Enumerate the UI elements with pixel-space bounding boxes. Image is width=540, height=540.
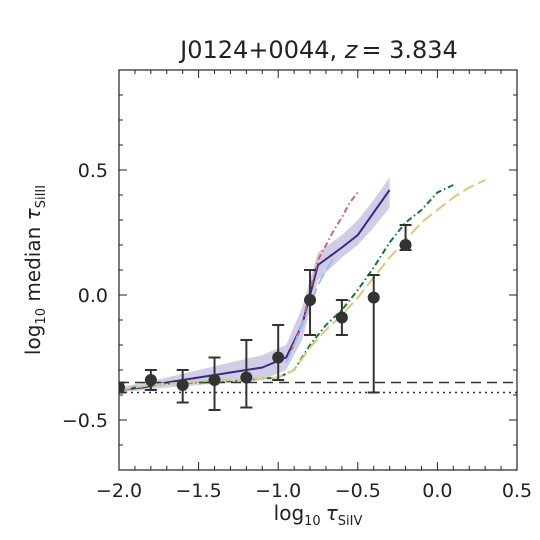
plot-area bbox=[119, 177, 517, 411]
point-marker bbox=[304, 294, 317, 306]
y-tick-label: −0.5 bbox=[62, 410, 108, 432]
x-label-tau: τ bbox=[326, 501, 339, 525]
data-point-1 bbox=[119, 381, 125, 394]
y-label-median: median bbox=[21, 220, 45, 308]
point-marker bbox=[399, 239, 412, 251]
title-z-value: = 3.834 bbox=[361, 36, 457, 64]
data-point-5 bbox=[240, 339, 253, 409]
point-marker bbox=[240, 371, 253, 384]
title-separator: , bbox=[330, 36, 345, 64]
data-point-3 bbox=[176, 369, 189, 404]
series-line-2 bbox=[285, 191, 359, 363]
data-point-2 bbox=[144, 369, 157, 391]
y-tick-label: 0.0 bbox=[78, 285, 108, 307]
series-line-4 bbox=[119, 184, 454, 391]
data-point-8 bbox=[335, 299, 348, 336]
x-tick-label: 0.0 bbox=[422, 480, 452, 502]
x-axis-label: log10 τSiIV bbox=[274, 501, 363, 529]
point-marker bbox=[144, 374, 157, 386]
data-point-9 bbox=[367, 274, 380, 394]
x-label-ion: SiIV bbox=[338, 514, 363, 529]
point-marker bbox=[208, 374, 221, 386]
y-label-sub: 10 bbox=[34, 308, 49, 325]
series-line-1 bbox=[119, 189, 391, 391]
axis-ticks: −2.0 −1.5 −1.0 −0.5 0.0 0.5 −0.5 0.0 0.5 bbox=[62, 69, 532, 502]
data-point-4 bbox=[208, 356, 221, 411]
data-point-10 bbox=[399, 224, 412, 251]
point-marker bbox=[272, 351, 285, 364]
y-axis-label: log10 median τSiIII bbox=[21, 185, 49, 355]
series-line-5 bbox=[119, 179, 486, 391]
x-tick-label: −0.5 bbox=[335, 480, 381, 502]
y-label-ion: SiIII bbox=[34, 185, 49, 208]
x-tick-label: −1.5 bbox=[176, 480, 222, 502]
title-object: J0124+0044 bbox=[178, 36, 329, 64]
title-z-symbol: z bbox=[344, 36, 359, 64]
y-label-tau: τ bbox=[21, 207, 45, 220]
x-tick-label: 0.5 bbox=[502, 480, 532, 502]
point-marker bbox=[335, 311, 348, 324]
x-label-log: log bbox=[274, 501, 305, 525]
y-label-log: log bbox=[21, 325, 45, 356]
data-point-7 bbox=[304, 269, 317, 336]
point-marker bbox=[176, 379, 189, 391]
point-marker bbox=[367, 291, 380, 304]
x-tick-label: −2.0 bbox=[96, 480, 142, 502]
x-tick-label: −1.0 bbox=[255, 480, 301, 502]
x-label-sub: 10 bbox=[304, 514, 321, 529]
point-marker bbox=[119, 381, 125, 394]
y-tick-label: 0.5 bbox=[78, 160, 108, 182]
data-point-6 bbox=[272, 324, 285, 381]
uncertainty-band bbox=[119, 177, 390, 393]
chart-title: J0124+0044, z = 3.834 bbox=[178, 36, 458, 64]
